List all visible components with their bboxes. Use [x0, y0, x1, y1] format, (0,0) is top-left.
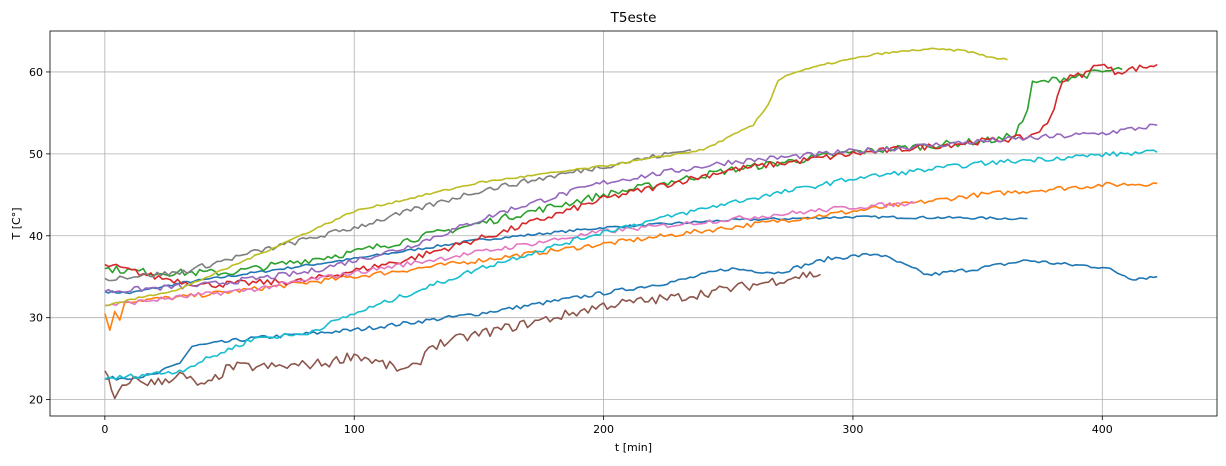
- x-tick-label: 200: [593, 423, 614, 436]
- x-axis-label: t [min]: [615, 441, 652, 454]
- series-line-4: [104, 66, 1123, 277]
- series-line-5: [104, 63, 1158, 289]
- series-line-3: [104, 181, 1158, 331]
- x-tick-label: 100: [344, 423, 365, 436]
- chart-title: T5este: [610, 10, 657, 26]
- series-line-6: [104, 123, 1158, 294]
- x-tick-label: 400: [1092, 423, 1113, 436]
- series-line-9: [104, 149, 692, 282]
- x-tick-label: 300: [842, 423, 863, 436]
- y-tick-label: 20: [29, 394, 43, 407]
- plot-frame: [49, 30, 1218, 417]
- series-layer: [104, 47, 1158, 400]
- y-tick-label: 60: [29, 66, 43, 79]
- series-line-10: [104, 47, 1008, 307]
- grid-lines: [50, 31, 1217, 416]
- series-line-8: [104, 200, 916, 307]
- y-tick-label: 30: [29, 312, 43, 325]
- y-tick-label: 40: [29, 230, 43, 243]
- axis-ticks: 0 100 200 300 400 20 30 40 50 60: [29, 66, 1113, 436]
- x-tick-label: 0: [101, 423, 108, 436]
- series-line-2: [104, 252, 1158, 381]
- series-line-11: [104, 149, 1158, 380]
- series-line-1: [104, 215, 1028, 295]
- y-axis-label: T [C°]: [10, 208, 23, 241]
- y-tick-label: 50: [29, 148, 43, 161]
- series-line-7: [104, 271, 821, 400]
